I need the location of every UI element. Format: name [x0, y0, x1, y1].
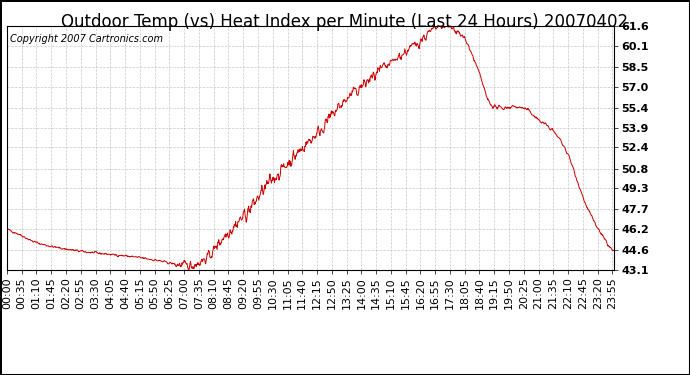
Text: Copyright 2007 Cartronics.com: Copyright 2007 Cartronics.com [10, 34, 163, 44]
Text: Outdoor Temp (vs) Heat Index per Minute (Last 24 Hours) 20070402: Outdoor Temp (vs) Heat Index per Minute … [61, 13, 629, 31]
